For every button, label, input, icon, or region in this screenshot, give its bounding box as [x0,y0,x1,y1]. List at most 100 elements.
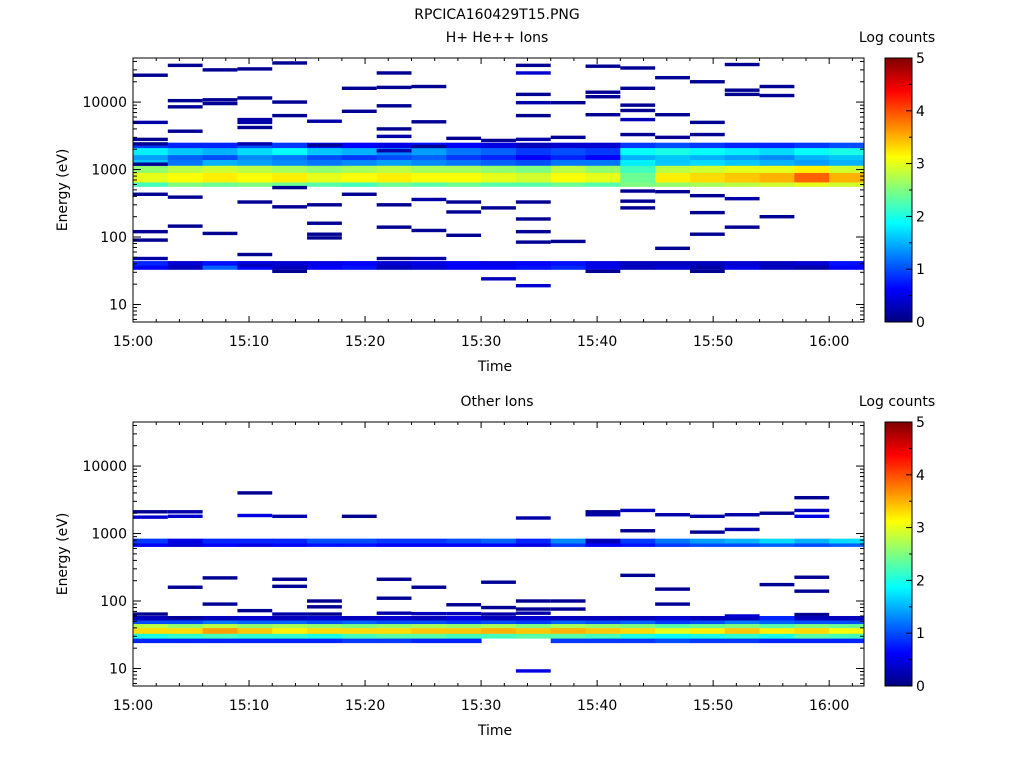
heatmap-cell [550,100,586,105]
heatmap-cell [655,587,690,591]
heatmap-cell [133,182,169,187]
heatmap-cell [446,142,482,149]
colorbar: 0 1 2 3 4 5 [884,51,925,331]
heatmap-cell [759,623,795,629]
heatmap-cell [655,638,691,644]
heatmap-cell [272,182,308,187]
heatmap-cell [689,269,725,274]
heatmap-cell [724,196,760,201]
axes: 15:00 15:10 15:20 15:30 15:40 15:50 16:00 10 100… [82,421,865,714]
heatmap-cell [202,261,238,266]
heatmap-cell [794,575,830,579]
heatmap-cell [585,543,621,547]
heatmap-cell [446,159,482,166]
heatmap-cell [376,543,412,547]
heatmap-cell [794,495,830,500]
heatmap-cell [237,125,273,130]
heatmap-cell [307,265,343,270]
heatmap-cell [550,154,587,160]
heatmap-cell [655,165,691,173]
heatmap-cell [307,638,343,644]
heatmap-cells [133,61,865,288]
colorbar-tick-label: 1 [916,262,925,278]
heatmap-cell [411,84,447,89]
heatmap-cell [759,538,795,544]
heatmap-cell [133,627,169,634]
heatmap-cell [341,623,378,629]
heatmap-cell [829,265,865,270]
heatmap-cell [794,623,830,629]
heatmap-cell [620,633,656,639]
heatmap-cell [237,154,273,160]
heatmap-cell [376,256,412,261]
x-axis-label: Time [477,359,512,375]
heatmap-cell [585,513,621,517]
heatmap-cells [133,491,865,673]
heatmap-cell [585,510,621,514]
heatmap-cell [272,615,308,621]
heatmap-cell [133,147,169,156]
heatmap-cell [272,265,308,270]
heatmap-cell [307,627,343,634]
heatmap-cell [307,221,342,225]
heatmap-cell [585,142,621,149]
heatmap-cell [794,159,830,166]
heatmap-cell [272,172,308,183]
heatmap-cell [794,612,830,617]
heatmap-cell [411,627,447,634]
heatmap-cell [689,620,726,625]
heatmap-cell [237,67,273,71]
heatmap-cell [133,261,169,266]
heatmap-cell [620,261,656,266]
heatmap-cell [446,638,482,644]
heatmap-cell [167,514,203,519]
heatmap-cell [307,538,343,544]
heatmap-cell [550,239,586,244]
heatmap-cell [341,538,378,544]
heatmap-cell [167,182,204,187]
heatmap-cell [550,165,587,173]
heatmap-cell [515,611,551,615]
heatmap-cell [759,543,795,547]
heatmap-cell [724,623,761,629]
heatmap-cell [376,71,412,75]
heatmap-cell [689,147,726,156]
heatmap-cell [585,638,621,644]
heatmap-cell [341,261,378,266]
heatmap-cell [272,159,308,166]
heatmap-cell [133,615,169,621]
heatmap-cell [585,627,621,634]
heatmap-cell [133,515,168,519]
heatmap-cell [689,132,725,137]
heatmap-cell [272,623,308,629]
heatmap-cell [411,538,447,544]
colorbar-tick-label: 1 [916,626,925,642]
heatmap-cell [550,135,586,140]
heatmap-cell [167,224,203,228]
heatmap-cell [829,633,865,639]
heatmap-cell [133,633,169,639]
heatmap-cell [585,182,621,187]
heatmap-cell [724,147,761,156]
x-tick-label: 15:20 [345,334,385,350]
heatmap-cell [307,154,343,160]
heatmap-cell [237,513,273,518]
heatmap-cell [237,265,273,270]
heatmap-cell [585,620,621,625]
heatmap-cell [724,154,761,160]
heatmap-cell [655,615,691,621]
heatmap-cell [376,159,412,166]
heatmap-cell [133,256,168,261]
heatmap-cell [272,269,308,274]
heatmap-cell [446,603,482,607]
heatmap-cell [620,86,656,90]
heatmap-cell [307,172,343,183]
heatmap-cell [376,142,412,149]
heatmap-cell [759,93,795,98]
heatmap-cell [620,182,656,187]
heatmap-cell [794,514,830,519]
heatmap-cell [794,638,830,644]
heatmap-cell [167,543,204,547]
x-tick-label: 15:40 [577,334,617,350]
heatmap-cell [759,638,795,644]
